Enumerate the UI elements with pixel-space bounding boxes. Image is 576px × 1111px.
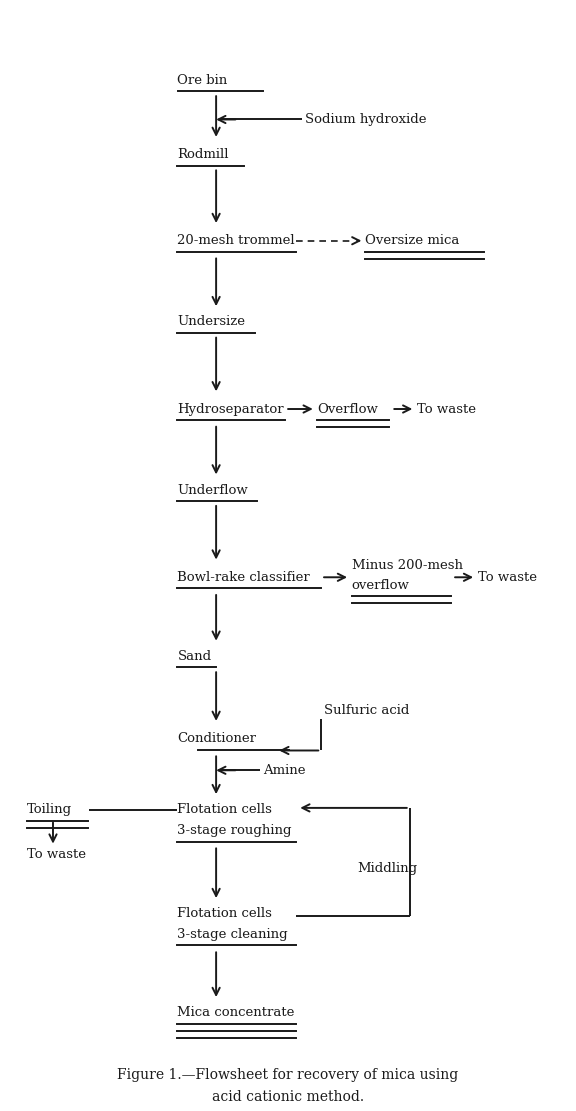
Text: Undersize: Undersize <box>177 316 245 329</box>
Text: To waste: To waste <box>478 571 537 583</box>
Text: 3-stage cleaning: 3-stage cleaning <box>177 928 288 941</box>
Text: 3-stage roughing: 3-stage roughing <box>177 824 292 838</box>
Text: Bowl-rake classifier: Bowl-rake classifier <box>177 571 310 583</box>
Text: Oversize mica: Oversize mica <box>365 234 460 248</box>
Text: Underflow: Underflow <box>177 483 248 497</box>
Text: overflow: overflow <box>351 579 410 592</box>
Text: Figure 1.—Flowsheet for recovery of mica using: Figure 1.—Flowsheet for recovery of mica… <box>118 1068 458 1082</box>
Text: Toiling: Toiling <box>27 803 72 817</box>
Text: acid cationic method.: acid cationic method. <box>212 1090 364 1104</box>
Text: To waste: To waste <box>417 402 476 416</box>
Text: Ore bin: Ore bin <box>177 74 228 87</box>
Text: Overflow: Overflow <box>317 402 378 416</box>
Text: Sodium hydroxide: Sodium hydroxide <box>305 113 426 126</box>
Text: Minus 200-mesh: Minus 200-mesh <box>351 559 463 572</box>
Text: Hydroseparator: Hydroseparator <box>177 402 284 416</box>
Text: 20-mesh trommel: 20-mesh trommel <box>177 234 295 248</box>
Text: Flotation cells: Flotation cells <box>177 908 272 920</box>
Text: Sand: Sand <box>177 650 211 663</box>
Text: Sulfuric acid: Sulfuric acid <box>324 704 410 718</box>
Text: Amine: Amine <box>263 763 306 777</box>
Text: Middling: Middling <box>357 862 417 875</box>
Text: Mica concentrate: Mica concentrate <box>177 1007 295 1019</box>
Text: To waste: To waste <box>27 848 86 861</box>
Text: Rodmill: Rodmill <box>177 148 229 161</box>
Text: Conditioner: Conditioner <box>177 732 256 745</box>
Text: Flotation cells: Flotation cells <box>177 803 272 817</box>
